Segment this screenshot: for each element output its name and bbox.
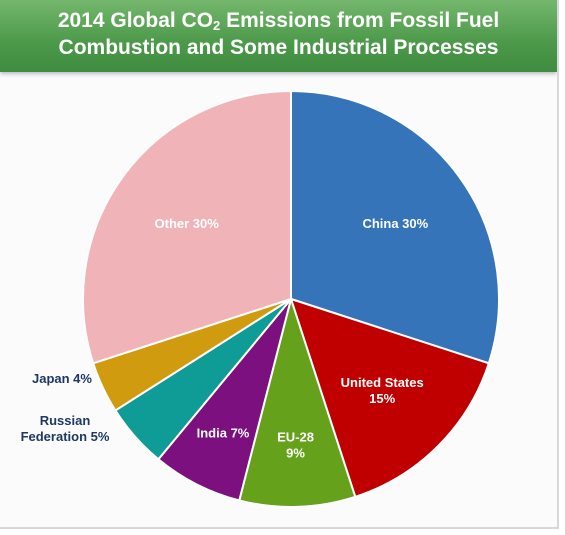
chart-frame: China 30% United States 15% EU-28 9% India 7%… (0, 0, 559, 529)
slice-label-japan: Japan 4% (32, 371, 92, 386)
slice-label-line: 15% (369, 391, 395, 406)
slice-label-line: EU-28 (277, 430, 314, 445)
chart-title-line-1: 2014 Global CO2 Emissions from Fossil Fu… (0, 8, 557, 34)
pie-slices (82, 89, 500, 508)
slice-label-united-states: United States 15% (341, 375, 424, 406)
slice-label-line: Federation 5% (21, 429, 110, 444)
slice-label-line: Russian (40, 413, 91, 428)
slice-label-russian-federation: Russian Federation 5% (21, 413, 110, 444)
slice-label-line: Other 30% (155, 216, 220, 231)
slice-label-line: Japan 4% (32, 371, 92, 386)
pie-slice-united-states (289, 297, 491, 499)
title-prefix: 2014 Global CO (57, 9, 214, 32)
slice-label-line: China 30% (362, 216, 428, 231)
slice-label-china: China 30% (362, 216, 428, 231)
slice-label-eu-28: EU-28 9% (277, 430, 314, 461)
slice-label-line: 9% (286, 446, 305, 461)
pie-chart: China 30% United States 15% EU-28 9% India 7%… (21, 89, 500, 508)
pie-slice-china (290, 89, 500, 365)
slice-label-line: India 7% (197, 425, 250, 440)
slice-label-other: Other 30% (155, 216, 220, 231)
title-banner: 2014 Global CO2 Emissions from Fossil Fu… (0, 0, 557, 72)
chart-title-line-2: Combustion and Some Industrial Processes (58, 36, 499, 59)
slice-label-india: India 7% (197, 425, 250, 440)
pie-slice-other (82, 89, 292, 365)
slice-label-line: United States (341, 375, 424, 390)
title-suffix: Emissions from Fossil Fuel (220, 9, 500, 32)
pie-labels: China 30% United States 15% EU-28 9% India 7%… (21, 216, 429, 460)
title-subscript: 2 (213, 18, 221, 33)
pie-slice-eu-28 (238, 295, 357, 508)
